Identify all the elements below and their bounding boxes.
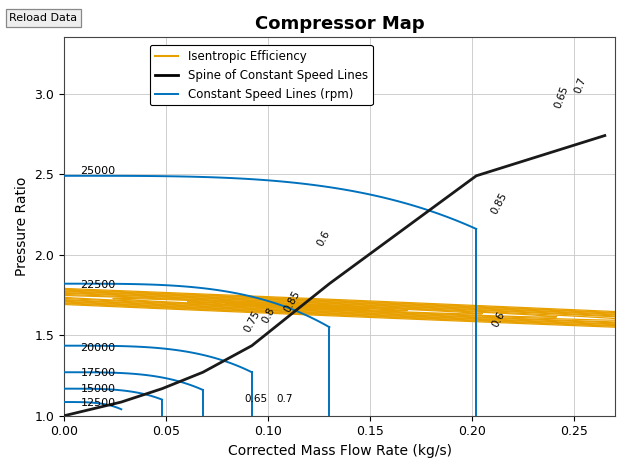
- Text: 0.65: 0.65: [244, 394, 268, 404]
- Text: 0.6: 0.6: [315, 229, 331, 248]
- Text: 0.7: 0.7: [573, 76, 588, 95]
- Y-axis label: Pressure Ratio: Pressure Ratio: [15, 177, 29, 276]
- Text: 25000: 25000: [81, 166, 115, 176]
- Text: 0.85: 0.85: [489, 191, 508, 216]
- Text: 0.7: 0.7: [276, 394, 293, 404]
- Text: 0.65: 0.65: [553, 84, 571, 109]
- X-axis label: Corrected Mass Flow Rate (kg/s): Corrected Mass Flow Rate (kg/s): [227, 444, 452, 458]
- Text: 17500: 17500: [81, 368, 115, 378]
- Legend: Isentropic Efficiency, Spine of Constant Speed Lines, Constant Speed Lines (rpm): Isentropic Efficiency, Spine of Constant…: [150, 45, 372, 105]
- Text: 0.6: 0.6: [490, 309, 507, 329]
- Text: 15000: 15000: [81, 384, 115, 394]
- Text: 0.75: 0.75: [242, 309, 261, 334]
- Text: Reload Data: Reload Data: [9, 13, 77, 23]
- Text: 12500: 12500: [81, 397, 115, 408]
- Text: 0.85: 0.85: [283, 289, 302, 314]
- Title: Compressor Map: Compressor Map: [255, 15, 425, 33]
- Text: 0.8: 0.8: [260, 306, 277, 325]
- Text: 22500: 22500: [81, 280, 116, 290]
- Text: 20000: 20000: [81, 343, 115, 353]
